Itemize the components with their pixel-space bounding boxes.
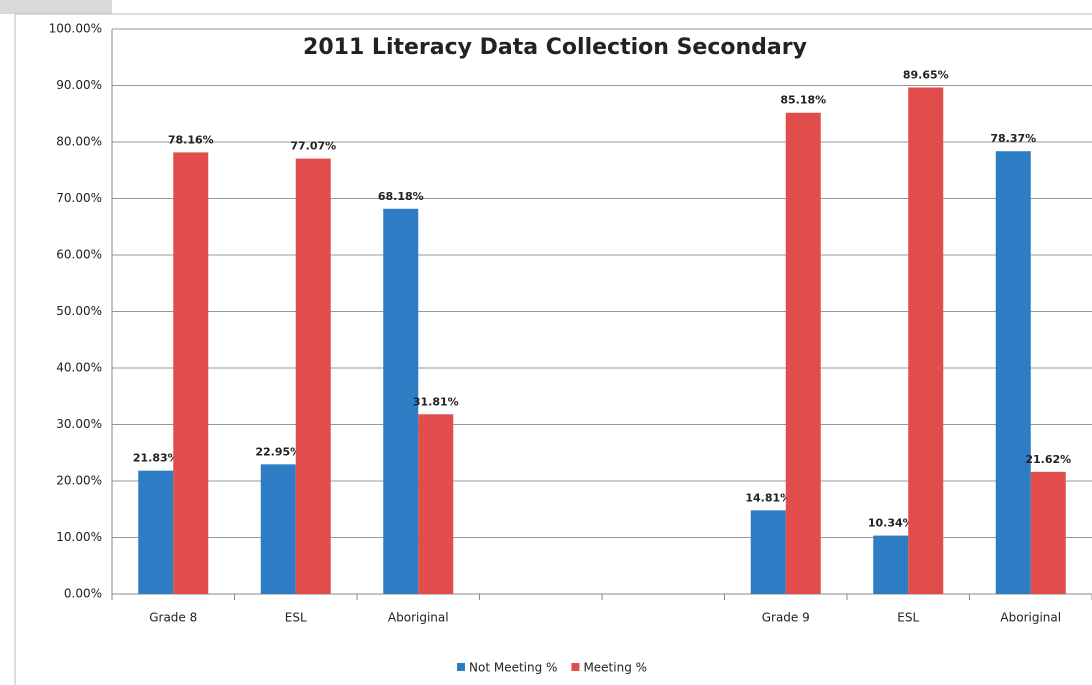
x-tick-label: Grade 8 (149, 611, 197, 625)
y-tick-label: 100.00% (49, 22, 102, 36)
value-label: 10.34% (868, 517, 914, 530)
value-label: 31.81% (413, 395, 459, 408)
value-label: 68.18% (378, 190, 424, 203)
x-tick-label: Aboriginal (388, 611, 449, 625)
legend-swatch (457, 663, 465, 671)
x-tick-label: ESL (285, 611, 307, 625)
bar (383, 208, 419, 594)
bar (908, 87, 944, 594)
y-tick-label: 20.00% (56, 474, 102, 488)
y-tick-label: 10.00% (56, 530, 102, 544)
y-tick-label: 40.00% (56, 361, 102, 375)
x-tick-label: ESL (897, 611, 919, 625)
value-label: 21.62% (1025, 453, 1071, 466)
x-tick-label: Aboriginal (1000, 611, 1061, 625)
value-label: 21.83% (133, 452, 179, 465)
bar (750, 510, 786, 594)
bar (295, 158, 331, 594)
legend-label: Not Meeting % (469, 661, 557, 675)
legend-swatch (571, 663, 580, 671)
value-label: 14.81% (745, 491, 791, 504)
value-label: 78.37% (990, 132, 1036, 145)
x-tick-label: Grade 9 (762, 611, 810, 625)
y-tick-label: 60.00% (56, 248, 102, 262)
value-label: 77.07% (290, 140, 336, 153)
chart-title: 2011 Literacy Data Collection Secondary (303, 35, 807, 60)
corner-strip (0, 0, 112, 14)
legend-label: Meeting % (583, 661, 647, 675)
y-tick-label: 90.00% (56, 78, 102, 92)
bar (785, 112, 821, 594)
bar (418, 414, 454, 594)
y-tick-label: 30.00% (56, 417, 102, 431)
bar (138, 470, 174, 594)
y-tick-label: 50.00% (56, 304, 102, 318)
y-tick-label: 70.00% (56, 191, 102, 205)
y-tick-label: 0.00% (64, 587, 102, 601)
bar (873, 535, 909, 594)
bar (260, 464, 296, 594)
value-label: 89.65% (903, 68, 949, 81)
y-tick-label: 80.00% (56, 135, 102, 149)
value-label: 22.95% (255, 445, 301, 458)
bar (995, 151, 1031, 594)
bar (1030, 471, 1066, 594)
bar (173, 152, 209, 594)
value-label: 78.16% (168, 133, 214, 146)
value-label: 85.18% (780, 94, 826, 107)
